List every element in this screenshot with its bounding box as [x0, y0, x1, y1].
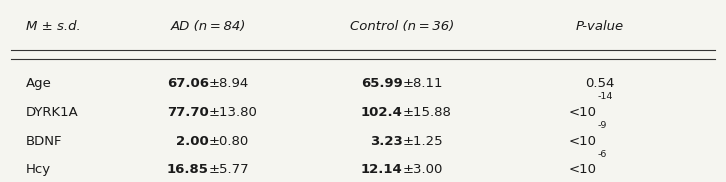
- Text: ±0.80: ±0.80: [208, 135, 249, 148]
- Text: ±1.25: ±1.25: [402, 135, 443, 148]
- Text: ±5.77: ±5.77: [208, 163, 249, 176]
- Text: 12.14: 12.14: [361, 163, 402, 176]
- Text: 77.70: 77.70: [167, 106, 208, 119]
- Text: ±13.80: ±13.80: [208, 106, 258, 119]
- Text: <10: <10: [568, 135, 596, 148]
- Text: -14: -14: [597, 92, 613, 102]
- Text: -9: -9: [597, 121, 607, 130]
- Text: ±15.88: ±15.88: [402, 106, 452, 119]
- Text: 65.99: 65.99: [361, 78, 402, 90]
- Text: <10: <10: [568, 106, 596, 119]
- Text: Age: Age: [25, 78, 52, 90]
- Text: 67.06: 67.06: [167, 78, 208, 90]
- Text: ±3.00: ±3.00: [402, 163, 443, 176]
- Text: 3.23: 3.23: [370, 135, 402, 148]
- Text: 102.4: 102.4: [361, 106, 402, 119]
- Text: 2.00: 2.00: [176, 135, 208, 148]
- Text: 16.85: 16.85: [167, 163, 208, 176]
- Text: M ± s.d.: M ± s.d.: [25, 20, 81, 33]
- Text: Control (n = 36): Control (n = 36): [351, 20, 454, 33]
- Text: DYRK1A: DYRK1A: [25, 106, 78, 119]
- Text: <10: <10: [568, 163, 596, 176]
- Text: Hcy: Hcy: [25, 163, 51, 176]
- Text: -6: -6: [597, 150, 607, 159]
- Text: ±8.94: ±8.94: [208, 78, 249, 90]
- Text: ±8.11: ±8.11: [402, 78, 443, 90]
- Text: P-value: P-value: [576, 20, 624, 33]
- Text: BDNF: BDNF: [25, 135, 62, 148]
- Text: 0.54: 0.54: [585, 78, 614, 90]
- Text: AD (n = 84): AD (n = 84): [171, 20, 246, 33]
